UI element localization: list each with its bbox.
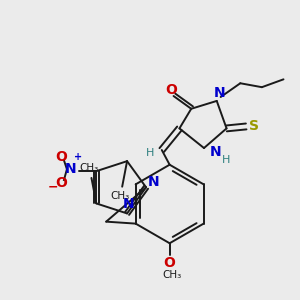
Text: N: N <box>148 176 160 189</box>
Text: O: O <box>55 176 67 190</box>
Text: CH₃: CH₃ <box>111 191 130 202</box>
Text: O: O <box>55 150 67 164</box>
Text: N: N <box>65 162 77 176</box>
Text: S: S <box>249 119 259 134</box>
Text: CH₃: CH₃ <box>80 163 99 173</box>
Text: N: N <box>210 145 222 159</box>
Text: N: N <box>123 196 135 211</box>
Text: CH₃: CH₃ <box>162 270 181 280</box>
Text: −: − <box>48 180 58 193</box>
Text: H: H <box>146 148 154 158</box>
Text: H: H <box>221 155 230 165</box>
Text: +: + <box>74 152 82 162</box>
Text: O: O <box>166 83 178 97</box>
Text: O: O <box>164 256 176 270</box>
Text: N: N <box>214 86 226 100</box>
